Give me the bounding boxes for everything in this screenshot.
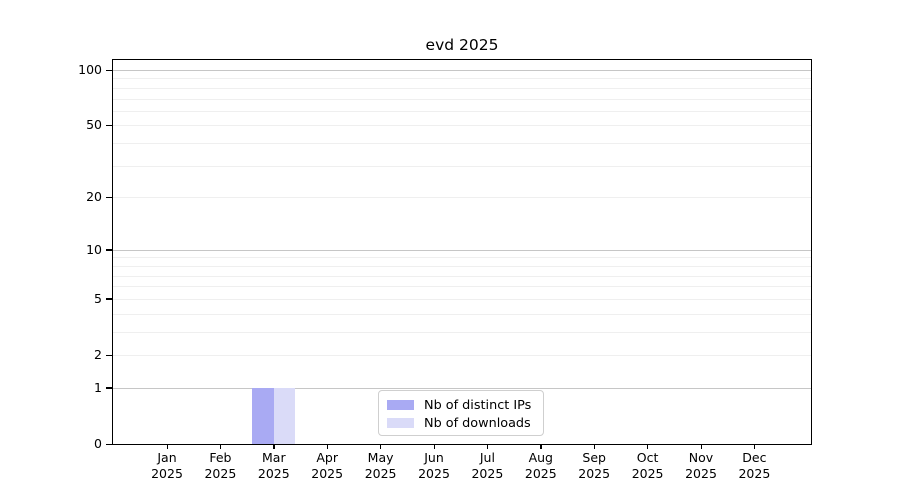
- x-tick-label: Mar 2025: [257, 450, 290, 481]
- x-tick-label: Jul 2025: [471, 450, 504, 481]
- y-tick-mark: [106, 124, 113, 127]
- y-tick-label: 50: [86, 117, 102, 133]
- bar-nb-of-downloads: [273, 387, 296, 444]
- x-tick-mark: [647, 444, 649, 449]
- gridline-major: [113, 249, 811, 251]
- x-tick-label: Oct 2025: [631, 450, 664, 481]
- y-tick-mark: [106, 443, 113, 445]
- x-tick-label: Dec 2025: [738, 450, 771, 481]
- gridline-minor: [113, 275, 811, 277]
- x-tick-mark: [380, 444, 382, 449]
- legend-item-downloads: Nb of downloads: [379, 414, 543, 432]
- y-tick-mark: [106, 298, 113, 300]
- gridline-minor: [113, 331, 811, 333]
- x-tick-mark: [593, 444, 596, 449]
- gridline-minor: [113, 165, 811, 167]
- bar-nb-of-distinct-ips: [252, 387, 274, 444]
- gridline-minor: [113, 257, 811, 259]
- gridline-minor: [113, 298, 811, 300]
- plot-area: [112, 59, 812, 445]
- x-tick-label: Feb 2025: [204, 450, 237, 481]
- gridline-major: [113, 387, 811, 389]
- gridline-minor: [113, 286, 811, 288]
- y-tick-label: 100: [78, 62, 102, 77]
- legend-item-distinct-ips: Nb of distinct IPs: [379, 396, 543, 414]
- legend-label-downloads: Nb of downloads: [424, 415, 531, 431]
- x-tick-mark: [166, 444, 168, 449]
- y-tick-mark: [106, 249, 113, 251]
- x-tick-label: Nov 2025: [685, 450, 717, 481]
- gridline-minor: [113, 265, 811, 267]
- gridline-minor: [113, 197, 811, 199]
- x-tick-label: Jan 2025: [151, 450, 183, 481]
- y-tick-label: 5: [94, 290, 102, 306]
- y-tick-label: 2: [94, 347, 102, 362]
- x-tick-mark: [219, 444, 222, 449]
- gridline-minor: [113, 78, 811, 80]
- y-tick-label: 0: [94, 436, 102, 451]
- gridline-minor: [113, 87, 811, 89]
- y-tick-mark: [106, 387, 113, 389]
- x-tick-mark: [753, 444, 756, 449]
- y-tick-mark: [106, 69, 113, 71]
- x-tick-label: Apr 2025: [311, 450, 344, 481]
- y-tick-label: 10: [86, 241, 102, 257]
- x-tick-mark: [540, 444, 542, 449]
- x-tick-label: Aug 2025: [524, 450, 557, 481]
- x-tick-mark: [700, 444, 702, 449]
- legend: Nb of distinct IPs Nb of downloads: [378, 390, 544, 436]
- gridline-major: [113, 70, 811, 71]
- chart-title: evd 2025: [425, 36, 499, 54]
- x-tick-mark: [273, 444, 275, 449]
- gridline-minor: [113, 125, 811, 127]
- legend-label-distinct-ips: Nb of distinct IPs: [424, 397, 532, 413]
- gridline-minor: [113, 313, 811, 315]
- x-tick-label: Jun 2025: [418, 450, 450, 481]
- gridline-minor: [113, 98, 811, 100]
- x-tick-mark: [326, 444, 329, 449]
- y-tick-mark: [106, 196, 113, 199]
- x-tick-label: May 2025: [364, 450, 397, 481]
- legend-swatch-downloads: [387, 418, 414, 428]
- gridline-minor: [113, 355, 811, 356]
- x-tick-mark: [486, 444, 489, 449]
- gridline-minor: [113, 110, 811, 112]
- x-tick-mark: [433, 444, 435, 449]
- x-tick-label: Sep 2025: [578, 450, 611, 481]
- y-tick-mark: [106, 354, 113, 356]
- y-tick-label: 20: [86, 189, 102, 205]
- y-tick-label: 1: [94, 379, 102, 395]
- legend-swatch-distinct-ips: [387, 400, 414, 410]
- gridline-minor: [113, 143, 811, 144]
